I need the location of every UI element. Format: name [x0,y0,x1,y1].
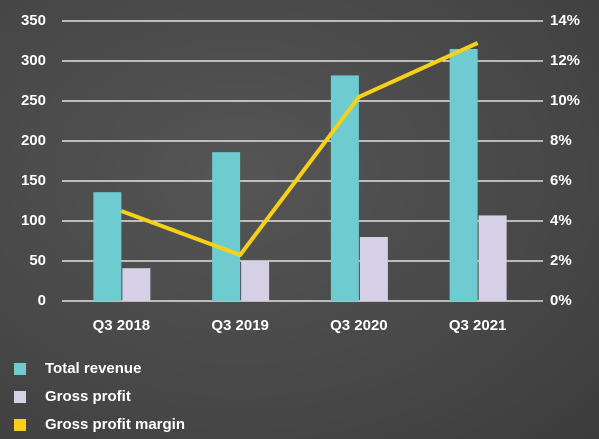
x-tick-label: Q3 2018 [93,317,151,334]
y-tick-label: 250 [21,92,46,109]
y2-tick-label: 4% [550,212,572,229]
bar [449,49,478,301]
y-tick-label: 300 [21,52,46,69]
legend-label: Gross profit [45,388,131,405]
legend-swatch [14,363,26,375]
y2-tick-label: 6% [550,172,572,189]
x-tick-label: Q3 2020 [330,317,388,334]
bar [241,261,270,301]
y2-tick-label: 8% [550,132,572,149]
y2-tick-label: 10% [550,92,580,109]
y-tick-label: 350 [21,12,46,29]
y-tick-label: 150 [21,172,46,189]
y-tick-label: 0 [38,292,46,309]
y2-tick-label: 14% [550,12,580,29]
legend-label: Total revenue [45,360,141,377]
y2-tick-label: 2% [550,252,572,269]
legend-label: Gross profit margin [45,416,185,433]
y-tick-label: 50 [29,252,46,269]
bar [478,215,507,301]
bar [122,268,151,301]
line [120,41,479,257]
x-tick-label: Q3 2021 [449,317,507,334]
bar [93,192,122,301]
bar [330,75,359,302]
legend-swatch [14,419,26,431]
y2-tick-label: 12% [550,52,580,69]
y-tick-label: 200 [21,132,46,149]
legend-swatch [14,391,26,403]
y-tick-label: 100 [21,212,46,229]
bar [359,237,388,301]
x-tick-label: Q3 2019 [211,317,269,334]
bar [212,152,241,301]
y2-tick-label: 0% [550,292,572,309]
